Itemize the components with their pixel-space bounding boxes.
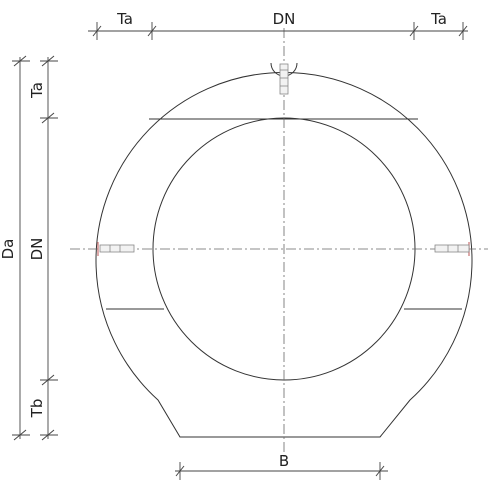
ta-vertical-label: Ta: [28, 82, 46, 99]
screw-icon: [97, 242, 470, 256]
dn-top-label: DN: [273, 10, 296, 28]
dn-vertical-label: DN: [28, 238, 46, 261]
top-dimension: [88, 22, 468, 40]
b-dimension: [175, 462, 388, 480]
ta-left-label: Ta: [116, 10, 133, 28]
tb-vertical-label: Tb: [28, 399, 46, 419]
da-label: Da: [0, 239, 17, 260]
ta-right-label: Ta: [430, 10, 447, 28]
ta-dn-tb-dimension: [40, 55, 58, 441]
b-label: B: [279, 452, 289, 470]
hanger-bolt-icon: [270, 62, 298, 95]
outer-clamp-outline: [95, 71, 473, 438]
da-dimension: [12, 55, 30, 441]
